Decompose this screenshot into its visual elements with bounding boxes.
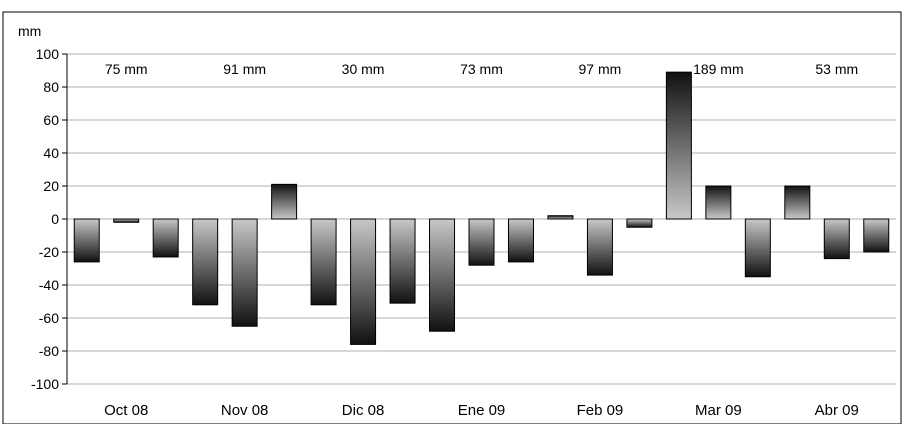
monthly-total-label: 53 mm	[815, 61, 858, 77]
bar	[823, 218, 850, 260]
y-axis-unit-label: mm	[18, 23, 41, 39]
bar	[113, 218, 140, 223]
y-tick-label: -40	[39, 277, 59, 293]
y-tick-label: 80	[43, 79, 59, 95]
y-tick-label: -20	[39, 244, 59, 260]
x-tick-label: Ene 09	[458, 402, 506, 419]
x-tick-label: Feb 09	[577, 402, 624, 419]
monthly-total-label: 30 mm	[342, 61, 385, 77]
y-tick-label: 0	[51, 211, 59, 227]
bar	[586, 218, 613, 276]
bar	[192, 218, 219, 306]
y-axis	[62, 53, 68, 385]
monthly-total-label: 91 mm	[223, 61, 266, 77]
bar	[271, 183, 298, 220]
bars	[73, 71, 890, 345]
bar	[665, 71, 692, 220]
y-tick-label: -80	[39, 343, 59, 359]
monthly-total-labels: 75 mm 91 mm 30 mm 73 mm 97 mm 189 mm 53 mm	[105, 61, 858, 77]
y-tick-label: -100	[31, 376, 59, 392]
bar	[626, 218, 653, 228]
monthly-total-label: 75 mm	[105, 61, 148, 77]
y-tick-label: 60	[43, 112, 59, 128]
bar	[507, 218, 534, 263]
y-tick-label: 100	[36, 46, 60, 62]
monthly-total-label: 189 mm	[693, 61, 744, 77]
bar	[468, 218, 495, 266]
bar	[389, 218, 416, 304]
y-tick-label: 40	[43, 145, 59, 161]
x-tick-label: Mar 09	[695, 402, 742, 419]
bar	[73, 218, 100, 263]
x-tick-labels: Oct 08 Nov 08 Dic 08 Ene 09 Feb 09 Mar 09 Abr …	[104, 402, 859, 419]
bar	[705, 185, 732, 220]
x-tick-label: Dic 08	[342, 402, 385, 419]
x-tick-label: Oct 08	[104, 402, 148, 419]
monthly-total-label: 73 mm	[460, 61, 503, 77]
x-tick-label: Abr 09	[815, 402, 859, 419]
y-tick-label: -60	[39, 310, 59, 326]
bar	[744, 218, 771, 278]
bar	[350, 218, 377, 345]
plot-frame	[2, 11, 902, 424]
y-tick-labels: 100 80 60 40 20 0 -20 -40 -60 -80 -100	[31, 46, 59, 392]
x-tick-label: Nov 08	[221, 402, 269, 419]
y-tick-label: 20	[43, 178, 59, 194]
bar	[231, 218, 258, 327]
bar	[863, 218, 890, 253]
monthly-total-label: 97 mm	[579, 61, 622, 77]
bar	[429, 218, 456, 332]
bar	[310, 218, 337, 306]
bar	[547, 215, 574, 220]
bar	[784, 185, 811, 220]
bar	[152, 218, 179, 258]
